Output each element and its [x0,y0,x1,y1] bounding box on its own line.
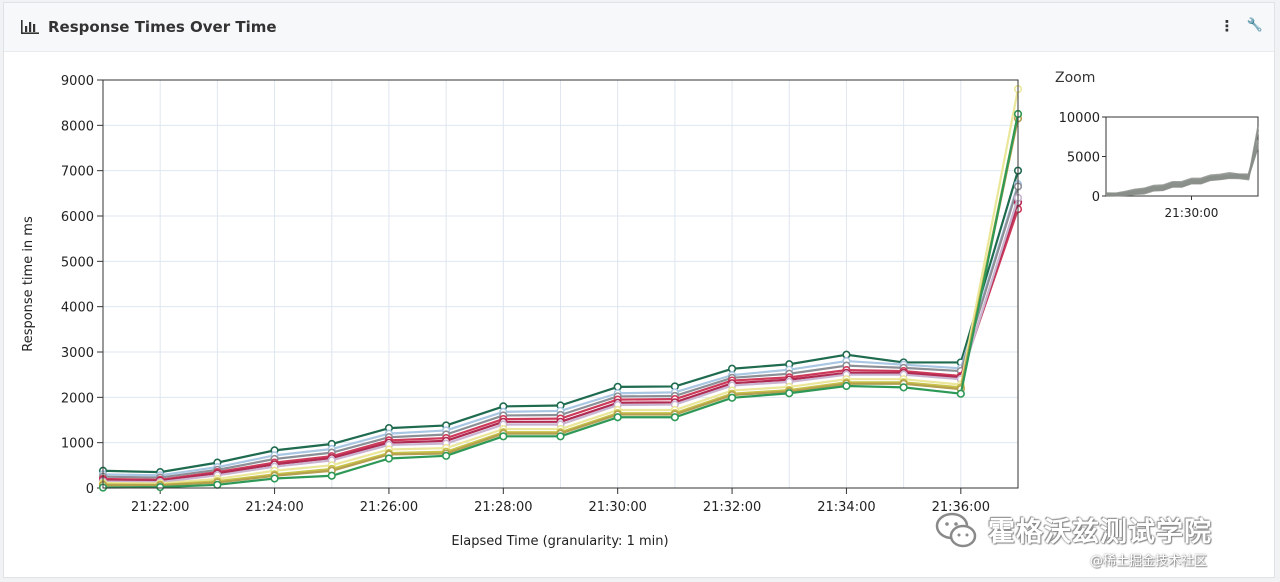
data-point [156,482,165,492]
data-point [556,432,565,441]
data-point [327,471,336,480]
zoom-chart: 10000 5000 0 21:30:00 [1059,111,1259,220]
data-point [213,480,222,489]
watermark-text: 霍格沃兹测试学院 [988,517,1212,548]
y-tick-label: 7000 [61,165,94,180]
zoom-x-tick-label: 21:30:00 [1165,206,1219,220]
data-point [842,381,851,391]
y-tick-label: 5000 [61,255,94,270]
x-tick-label: 21:28:00 [474,500,532,515]
data-point [785,389,794,398]
data-point [956,389,965,398]
y-tick-label: 0 [86,482,94,497]
data-point [270,474,279,483]
x-tick-label: 21:24:00 [245,500,303,515]
y-tick-label: 1000 [61,437,94,452]
plot-border [102,79,1019,489]
panel-header: Response Times Over Time ⋮ 🔧 [4,3,1274,52]
more-options-icon[interactable]: ⋮ [1219,17,1235,35]
watermark: 霍格沃兹测试学院 @稀土掘金技术社区 [930,506,1270,576]
data-point [899,383,908,392]
bar-chart-icon [21,20,39,34]
x-tick-label: 21:26:00 [360,500,418,515]
y-axis-label: Response time in ms [21,216,36,352]
x-tick-label: 21:34:00 [817,500,875,515]
zoom-y-tick-label: 5000 [1067,151,1100,166]
y-tick-label: 8000 [61,119,94,134]
x-tick-label: 21:30:00 [588,500,646,515]
panel-title: Response Times Over Time [48,18,277,36]
x-tick-label: 21:32:00 [703,500,761,515]
data-point [727,393,737,402]
y-tick-label: 9000 [61,74,94,89]
y-tick-label: 6000 [61,210,94,225]
zoom-y-tick-label: 0 [1092,190,1100,205]
data-point [670,413,679,422]
zoom-series-line [1105,140,1259,195]
data-point [499,432,508,441]
zoom-y-tick-label: 10000 [1059,111,1100,126]
watermark-subtext: @稀土掘金技术社区 [1090,554,1208,569]
y-tick-label: 3000 [61,346,94,361]
zoom-series-line [1105,130,1259,197]
data-point [384,454,394,463]
x-tick-label: 21:36:00 [932,500,990,515]
y-tick-label: 4000 [61,301,94,316]
wechat-logo-icon [935,512,977,548]
zoom-title: Zoom [1055,70,1096,86]
x-tick-label: 21:22:00 [131,500,189,515]
data-point [613,413,622,422]
y-tick-label: 2000 [61,391,94,406]
wrench-icon[interactable]: 🔧 [1246,18,1264,33]
data-point [442,451,451,460]
x-axis-label: Elapsed Time (granularity: 1 min) [451,534,668,549]
